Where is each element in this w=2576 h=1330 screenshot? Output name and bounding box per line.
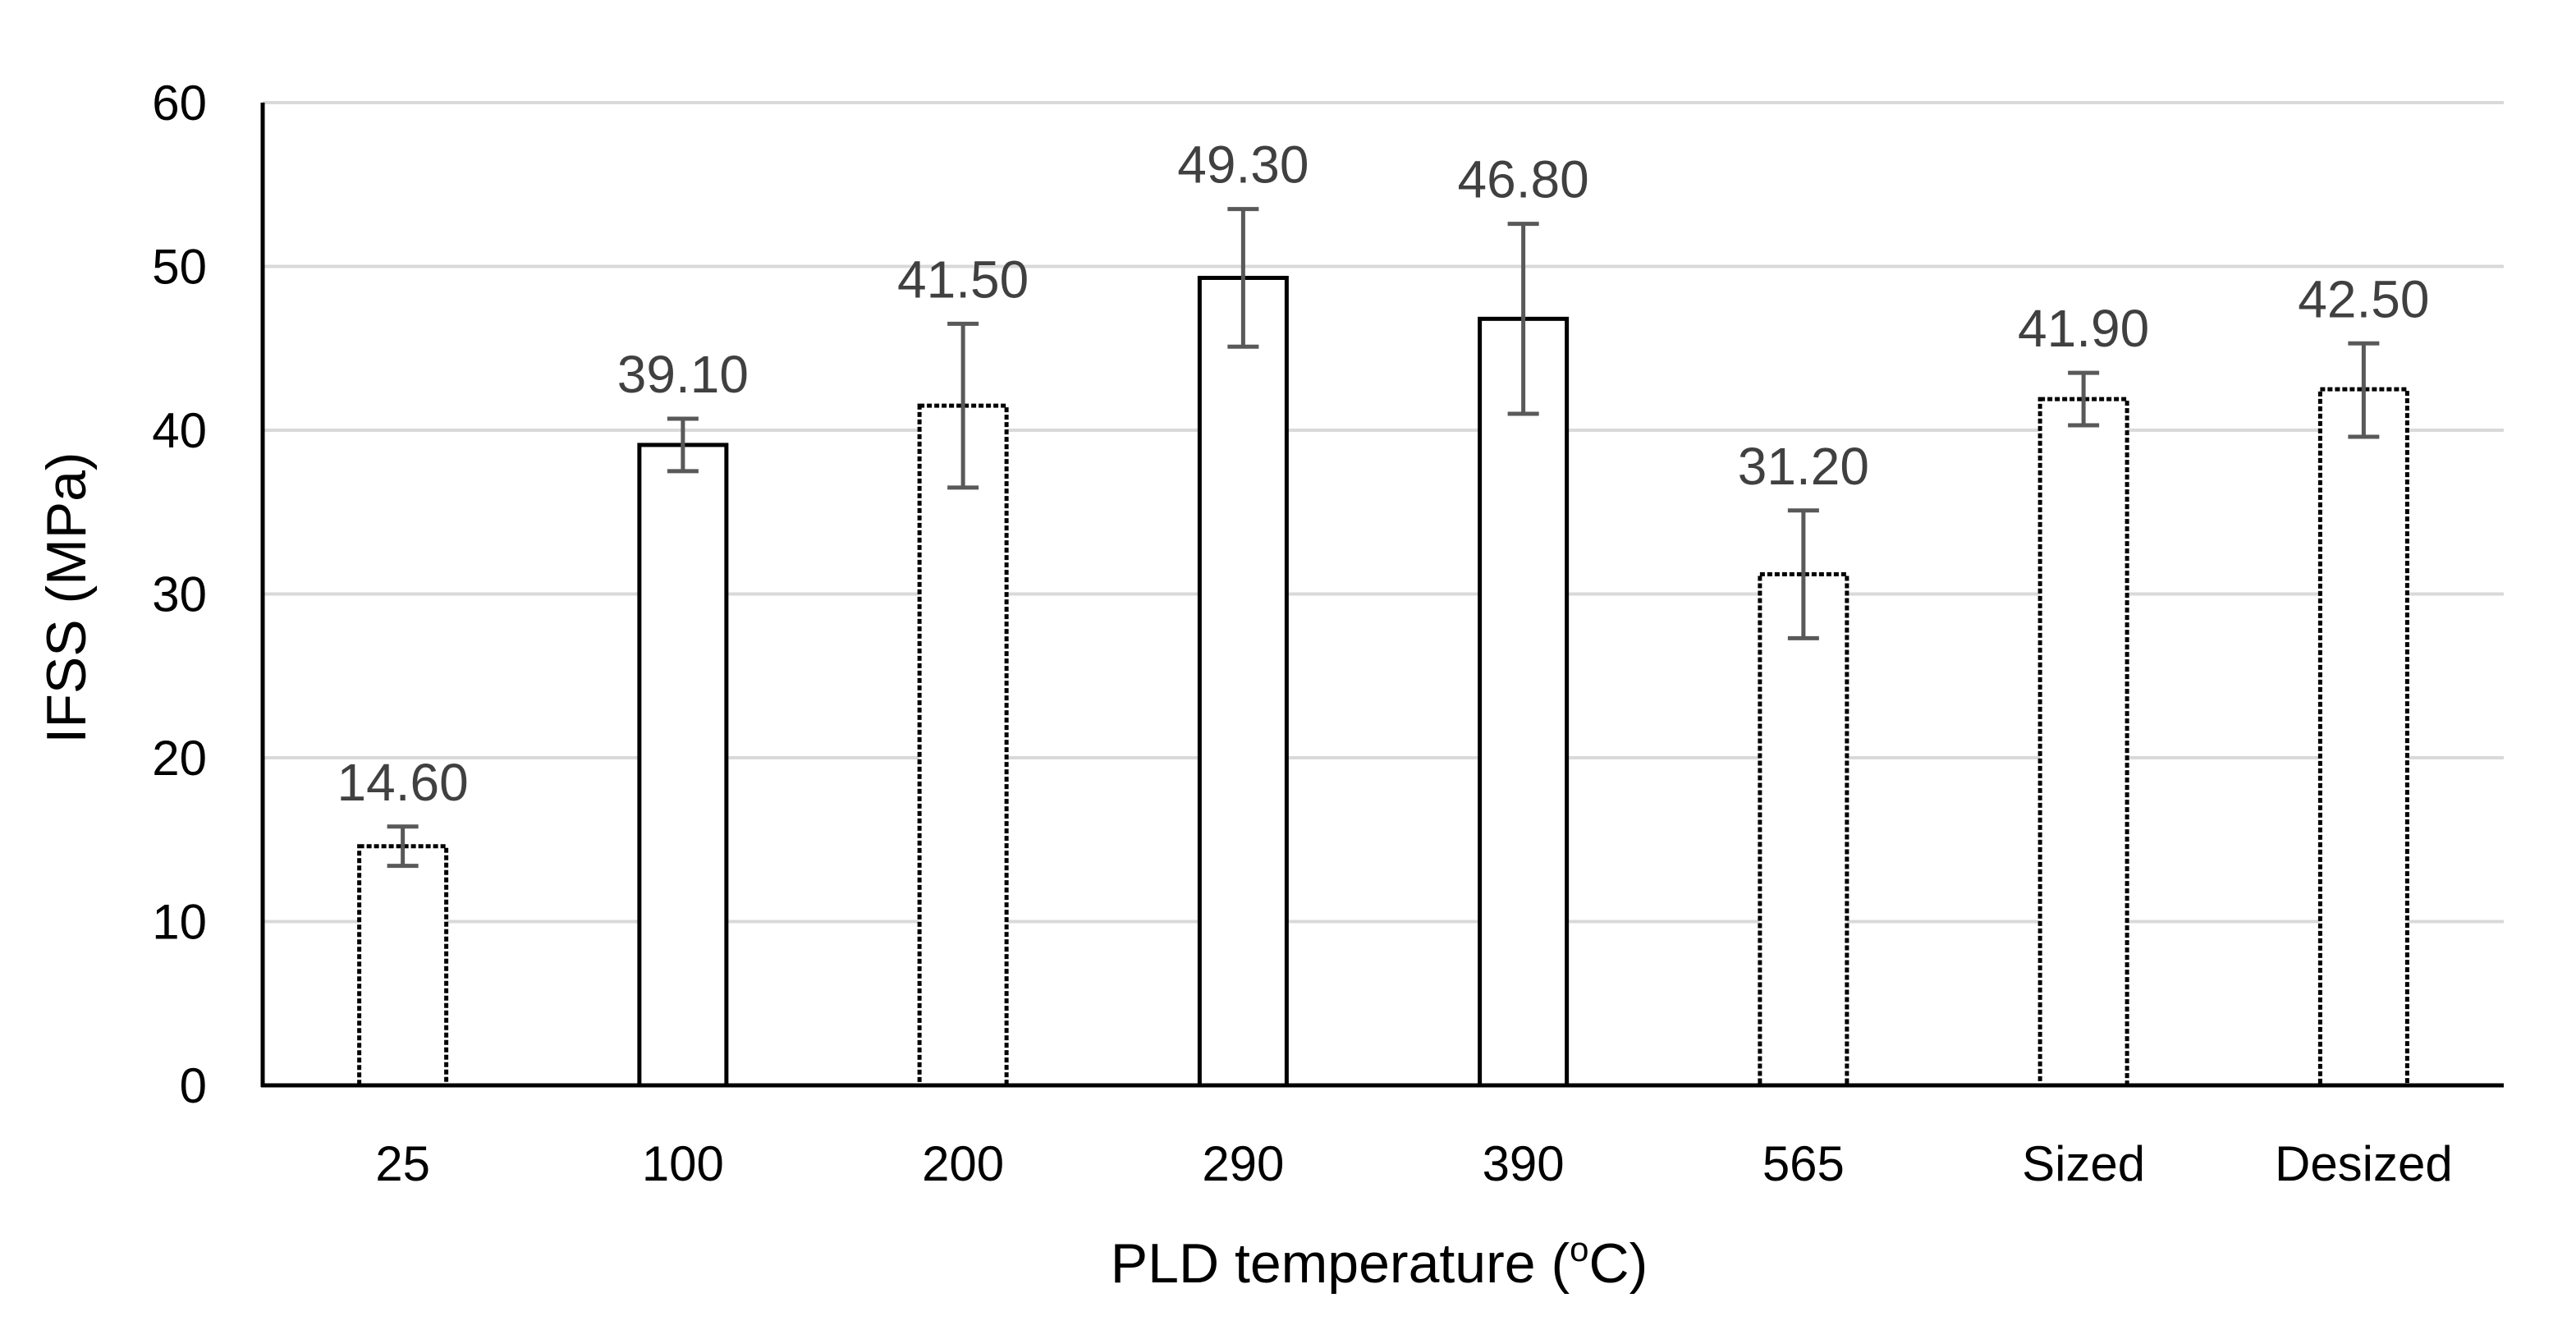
y-tick-label: 30 — [152, 567, 207, 622]
bar-200 — [917, 403, 1009, 1088]
x-axis-title: PLD temperature (oC) — [1111, 1230, 1648, 1295]
data-label-290: 49.30 — [1177, 135, 1309, 195]
x-axis-title-main: PLD temperature ( — [1111, 1232, 1570, 1295]
error-bar-sized — [2068, 370, 2100, 428]
data-label-100: 39.10 — [617, 345, 749, 404]
bar-100 — [637, 443, 729, 1088]
error-bar-200 — [947, 321, 979, 490]
y-tick-label: 60 — [152, 76, 207, 131]
y-tick-label: 10 — [152, 895, 207, 950]
x-tick-label-290: 290 — [1202, 1136, 1284, 1191]
bar-25 — [357, 844, 449, 1088]
y-tick-label: 40 — [152, 403, 207, 458]
error-bar-desized — [2348, 341, 2380, 439]
x-tick-label-200: 200 — [922, 1136, 1004, 1191]
bar-desized — [2317, 387, 2409, 1088]
y-tick-label: 50 — [152, 240, 207, 295]
x-tick-label-sized: Sized — [2022, 1136, 2145, 1191]
x-tick-label-565: 565 — [1762, 1136, 1845, 1191]
tick-labels: 0 10 20 30 40 50 60 25 100 200 290 390 565 Sized Desiz… — [152, 76, 2453, 1191]
y-tick-label: 20 — [152, 731, 207, 786]
error-bar-565 — [1787, 508, 1819, 640]
error-bar-290 — [1227, 207, 1259, 349]
x-axis-title-superscript: o — [1570, 1230, 1588, 1268]
data-label-desized: 42.50 — [2298, 269, 2429, 328]
data-label-sized: 41.90 — [2018, 299, 2149, 358]
data-label-200: 41.50 — [897, 250, 1029, 309]
error-bar-25 — [387, 824, 419, 869]
data-labels: 14.60 39.10 41.50 49.30 46.80 31.20 41.90 42.50 — [337, 135, 2430, 812]
x-tick-label-25: 25 — [375, 1136, 430, 1191]
x-tick-label-390: 390 — [1483, 1136, 1565, 1191]
x-tick-label-desized: Desized — [2275, 1136, 2453, 1191]
y-tick-label: 0 — [180, 1058, 207, 1113]
data-label-25: 14.60 — [337, 753, 469, 812]
bar-290 — [1197, 275, 1289, 1088]
error-bar-390 — [1507, 222, 1539, 416]
data-label-390: 46.80 — [1458, 150, 1589, 209]
error-bars — [387, 207, 2380, 869]
bars — [357, 275, 2409, 1088]
x-tick-label-100: 100 — [642, 1136, 724, 1191]
y-axis-title: IFSS (MPa) — [35, 452, 98, 743]
gridlines — [263, 101, 2504, 924]
axes — [260, 103, 2504, 1088]
bar-sized — [2037, 397, 2129, 1088]
data-label-565: 31.20 — [1738, 437, 1869, 496]
x-axis-title-suffix: C) — [1588, 1232, 1648, 1295]
bar-390 — [1478, 316, 1570, 1088]
error-bar-100 — [667, 416, 699, 474]
bar-565 — [1758, 572, 1849, 1088]
